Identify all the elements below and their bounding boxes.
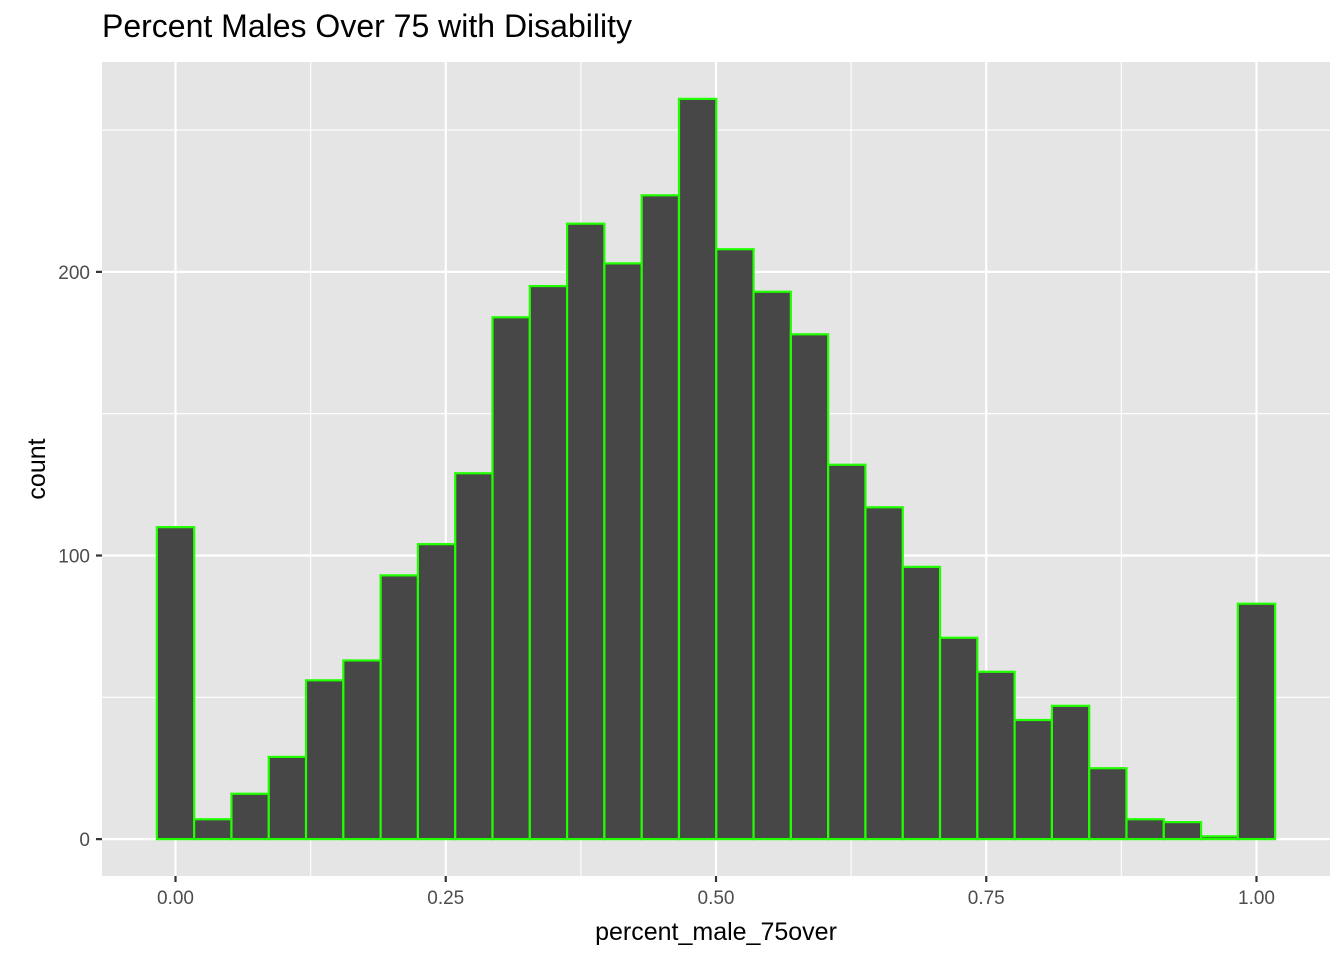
x-axis-ticks: 0.00 0.25 0.50 0.75 1.00	[157, 876, 1275, 909]
histogram-bar	[864, 506, 904, 841]
histogram-bar	[976, 670, 1016, 841]
x-tick-label: 0.25	[427, 888, 464, 909]
x-tick-label: 1.00	[1238, 888, 1275, 909]
histogram-bar	[715, 248, 755, 841]
y-tick-label: 200	[58, 263, 90, 284]
y-tick-label: 100	[58, 547, 90, 568]
histogram-bar	[342, 659, 382, 841]
histogram-bar	[1088, 767, 1128, 841]
histogram-bar	[1162, 821, 1203, 841]
histogram-bar	[454, 472, 494, 841]
histogram-bar	[416, 543, 457, 841]
histogram-bar	[528, 284, 569, 841]
x-tick-label: 0.75	[968, 888, 1005, 909]
histogram-bar	[827, 463, 867, 841]
x-axis-title: percent_male_75over	[595, 918, 837, 946]
histogram-bar	[901, 565, 942, 841]
histogram-bar	[789, 333, 830, 841]
histogram-bar	[1050, 704, 1091, 841]
histogram-bar	[155, 526, 196, 841]
x-tick-label: 0.50	[698, 888, 735, 909]
histogram-bar	[938, 636, 979, 841]
histogram-bar	[565, 222, 606, 841]
histogram-bar	[230, 792, 270, 841]
histogram-bar	[491, 316, 531, 841]
histogram-bar	[677, 97, 718, 841]
histogram-bar	[752, 290, 792, 841]
y-tick-label: 0	[79, 830, 90, 851]
histogram-bar	[379, 574, 420, 841]
y-axis-ticks: 0 100 200	[58, 263, 102, 851]
histogram-bar	[1125, 818, 1165, 841]
histogram-bar	[603, 262, 643, 841]
histogram-bar	[304, 679, 345, 841]
histogram-bar	[1199, 835, 1240, 841]
histogram-bar	[1236, 602, 1277, 841]
y-axis-title: count	[23, 438, 51, 499]
x-tick-label: 0.00	[157, 888, 194, 909]
chart-title: Percent Males Over 75 with Disability	[102, 8, 632, 44]
histogram-bars	[155, 97, 1277, 841]
histogram-bar	[1013, 718, 1054, 841]
histogram-bar	[640, 194, 681, 841]
histogram-bar	[267, 755, 308, 841]
histogram-bar	[193, 818, 233, 841]
